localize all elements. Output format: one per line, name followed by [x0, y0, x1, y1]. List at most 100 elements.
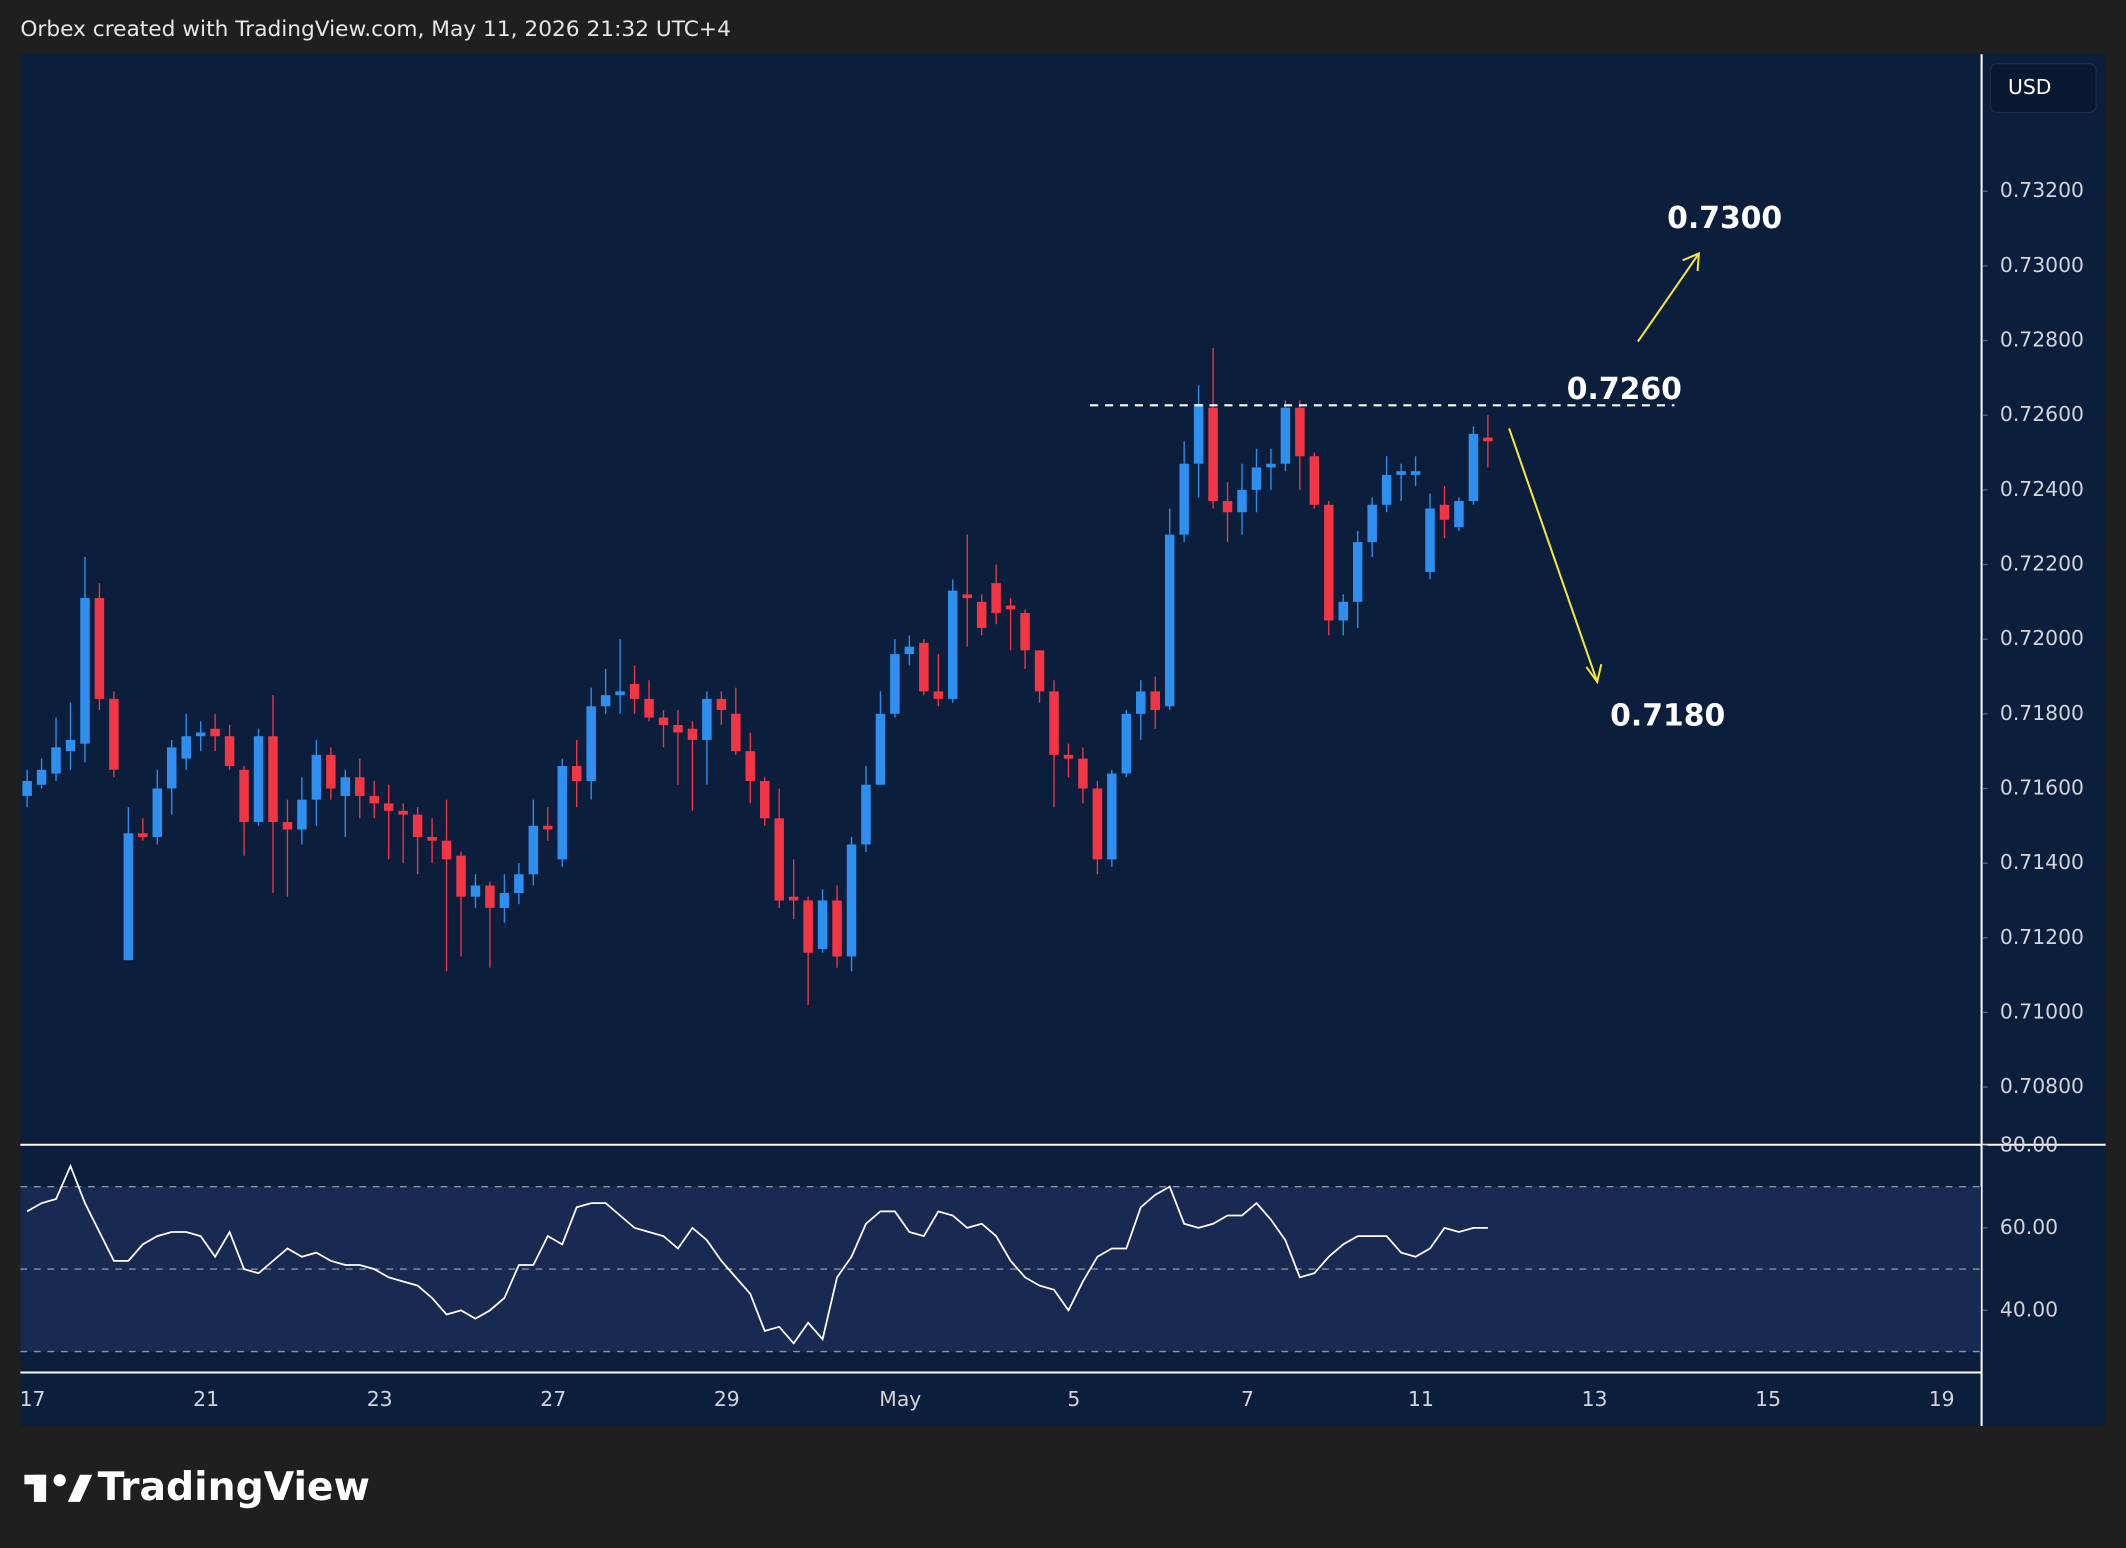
candle-body: [1150, 691, 1160, 711]
candle-body: [1367, 504, 1377, 543]
candle-body: [297, 799, 307, 830]
x-tick-label: 21: [193, 1387, 219, 1411]
candle-body: [427, 836, 437, 841]
candle-body: [571, 766, 582, 781]
x-tick-label: 15: [1755, 1387, 1781, 1411]
x-tick-label: 17: [20, 1387, 46, 1411]
candle-body: [326, 754, 336, 789]
candle-body: [644, 698, 654, 718]
candle-body: [615, 691, 625, 696]
x-tick-label: 27: [540, 1387, 566, 1411]
candle-body: [1208, 407, 1218, 502]
candle-body: [673, 725, 683, 733]
candle-body: [412, 814, 423, 837]
candle-body: [355, 777, 365, 796]
candle-body: [658, 717, 669, 726]
candle-body: [1381, 474, 1392, 505]
candle-body: [600, 695, 611, 707]
logo-part: [53, 1474, 66, 1487]
candle-body: [962, 594, 972, 599]
currency-button[interactable]: [1989, 63, 2097, 114]
candle-body: [340, 777, 351, 796]
candle-body: [195, 732, 206, 737]
candle-body: [1251, 467, 1262, 490]
candle-body: [933, 691, 944, 699]
rsi-line: [26, 1163, 1488, 1345]
rsi-tick-label: 40.00: [2000, 1297, 2058, 1321]
candle-body: [1193, 403, 1204, 464]
candle-body: [1179, 463, 1189, 535]
candle-body: [1396, 471, 1406, 475]
candle-body: [759, 780, 770, 819]
candle-body: [1136, 691, 1146, 714]
candle-body: [904, 646, 915, 655]
candle-body: [788, 896, 799, 901]
candle-body: [210, 728, 220, 737]
candle-body: [875, 713, 886, 785]
x-tick-label: May: [879, 1387, 921, 1411]
candle-body: [1078, 758, 1088, 789]
annotation: 0.7300: [1667, 201, 1782, 236]
y-tick-label: 0.72800: [2000, 328, 2084, 352]
candle-body: [470, 885, 481, 897]
y-tick-label: 0.72600: [2000, 402, 2084, 426]
x-tick-label: 29: [714, 1387, 740, 1411]
candle-body: [1063, 754, 1074, 759]
candle-body: [383, 803, 394, 811]
candle-body: [1468, 433, 1479, 502]
candle-body: [1049, 691, 1059, 755]
candle-body: [1309, 456, 1320, 505]
arrows: [1508, 251, 1701, 685]
arrow-up: [1637, 252, 1700, 343]
candle-body: [1410, 471, 1421, 475]
candle-body: [832, 900, 842, 957]
candle-body: [948, 590, 958, 699]
arrow-down: [1508, 428, 1599, 683]
candle-body: [1121, 713, 1132, 774]
candle-body: [1483, 437, 1493, 442]
candle-body: [629, 683, 640, 699]
candle-body: [543, 825, 553, 830]
y-tick-label: 0.72400: [2000, 477, 2084, 501]
candle-body: [499, 892, 510, 908]
candle-body: [152, 788, 163, 837]
candle-body: [1454, 501, 1464, 528]
candle-body: [1034, 650, 1045, 692]
candle-body: [311, 754, 322, 800]
candle-body: [369, 795, 379, 804]
annotation: 0.7180: [1610, 699, 1725, 734]
candle-body: [253, 736, 264, 823]
footer-logo: TradingView: [98, 1465, 370, 1510]
candle-body: [1164, 534, 1175, 707]
candle-body: [22, 780, 32, 796]
x-tick-label: 13: [1582, 1387, 1608, 1411]
y-tick-label: 0.73000: [2000, 253, 2084, 277]
candle-body: [36, 769, 47, 785]
y-tick-label: 0.71200: [2000, 925, 2084, 949]
candle-body: [557, 766, 567, 860]
x-tick-label: 19: [1929, 1387, 1955, 1411]
candle-body: [976, 601, 987, 628]
y-tick-label: 0.71600: [2000, 775, 2084, 799]
logo-icon: [24, 1474, 93, 1502]
candle-body: [1222, 501, 1233, 513]
candle-body: [528, 825, 539, 875]
candle-body: [514, 874, 524, 893]
y-tick-label: 0.71000: [2000, 999, 2084, 1023]
candle-body: [817, 900, 828, 949]
candle-body: [687, 728, 698, 740]
candle-body: [1280, 407, 1291, 464]
candle-body: [890, 654, 900, 714]
candle-body: [485, 885, 495, 908]
candle-body: [1237, 489, 1247, 513]
candle-body: [774, 818, 784, 901]
header: Orbex created with TradingView.com, May …: [20, 17, 731, 42]
currency-label[interactable]: USD: [2008, 75, 2051, 99]
x-tick-label: 7: [1241, 1387, 1254, 1411]
y-tick-label: 0.72000: [2000, 626, 2084, 650]
candle-body: [224, 736, 235, 767]
candle-body: [803, 900, 813, 953]
candle-body: [1295, 407, 1305, 457]
candle-body: [716, 698, 727, 711]
